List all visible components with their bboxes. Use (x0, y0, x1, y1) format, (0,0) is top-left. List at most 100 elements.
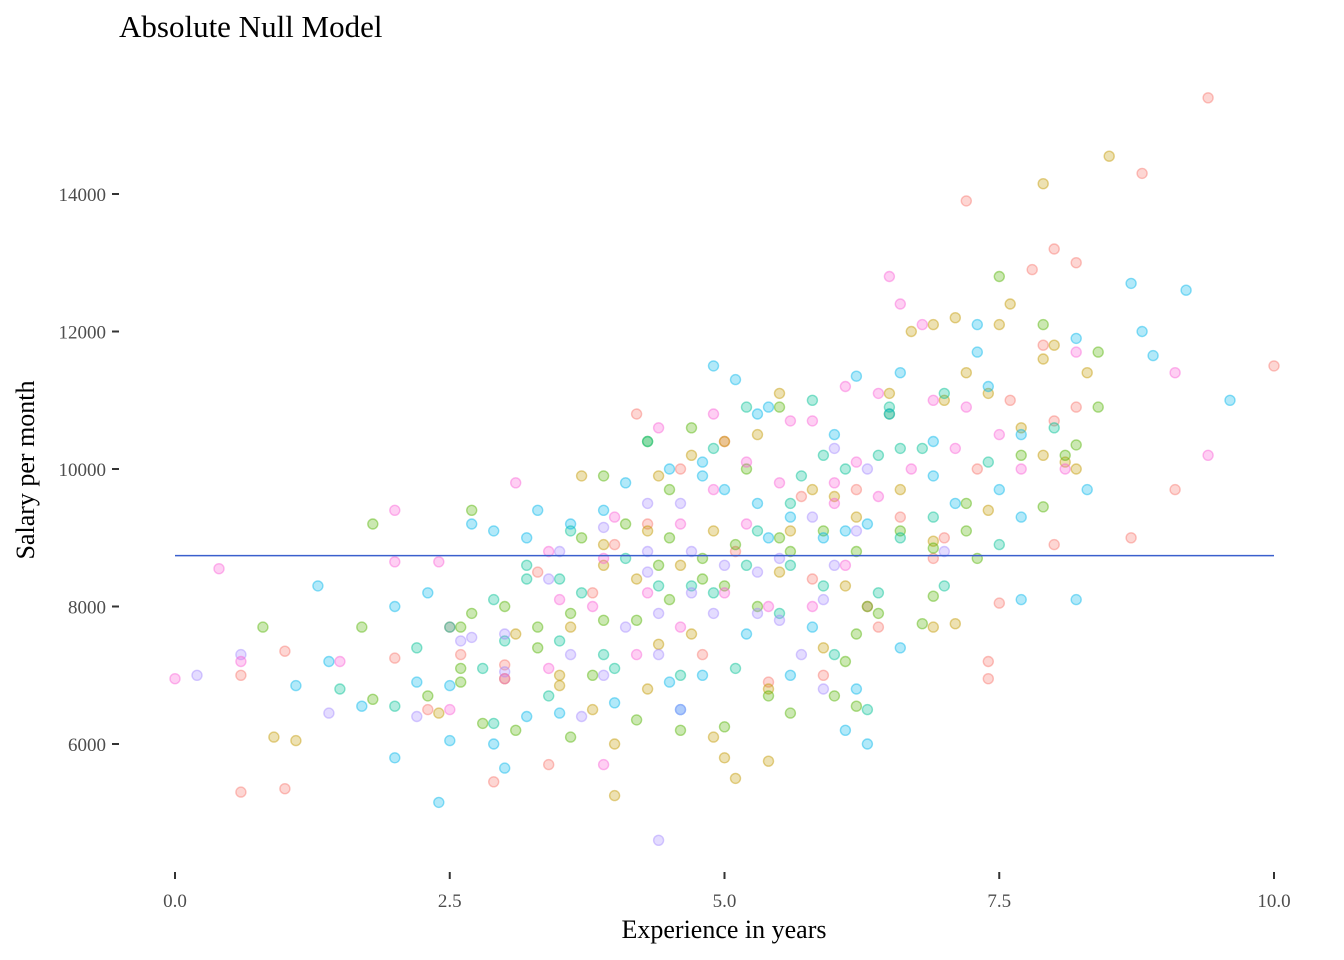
data-point (707, 525, 720, 537)
data-point (499, 666, 511, 678)
data-point (641, 435, 654, 448)
data-point (927, 590, 939, 602)
data-point (553, 593, 566, 606)
data-point (971, 346, 983, 358)
data-point (982, 456, 994, 468)
data-point (663, 593, 676, 606)
data-point (564, 731, 577, 743)
data-point (828, 648, 841, 661)
data-point (510, 477, 522, 489)
data-point (916, 442, 928, 455)
data-point (586, 703, 599, 716)
data-point (1136, 325, 1148, 338)
data-point (411, 710, 423, 723)
data-point (367, 518, 379, 530)
data-point (1015, 449, 1027, 461)
data-point (806, 600, 819, 613)
data-point (872, 490, 885, 503)
data-point (718, 752, 731, 764)
data-point (982, 673, 994, 685)
data-point (938, 394, 950, 406)
data-point (993, 483, 1005, 496)
data-point (773, 477, 786, 489)
data-point (960, 195, 972, 207)
data-point (872, 621, 885, 633)
data-point (564, 607, 577, 620)
data-point (235, 669, 247, 681)
data-point (466, 504, 478, 516)
data-point (762, 755, 775, 767)
data-point (927, 470, 939, 482)
data-point (685, 545, 698, 558)
data-point (455, 621, 467, 633)
data-point (894, 483, 906, 496)
data-point (652, 470, 665, 482)
y-axis-label: Salary per month (11, 380, 40, 559)
data-point (861, 518, 874, 530)
data-point (575, 587, 588, 599)
x-tick-label: 10.0 (1257, 891, 1290, 912)
data-point (652, 559, 665, 571)
data-point (707, 483, 720, 496)
data-point (938, 532, 950, 544)
data-point (762, 401, 775, 413)
data-point (685, 580, 698, 592)
points-layer (169, 92, 1280, 846)
data-point (696, 456, 709, 468)
data-point (861, 463, 874, 475)
data-point (1125, 532, 1137, 544)
data-point (422, 690, 434, 702)
data-point (850, 370, 863, 382)
data-point (597, 470, 610, 482)
data-point (553, 707, 566, 719)
data-point (521, 532, 533, 544)
data-point (707, 587, 720, 599)
data-point (389, 700, 401, 712)
data-point (839, 525, 852, 537)
x-tick-label: 7.5 (987, 891, 1011, 912)
data-point (1059, 463, 1071, 475)
data-point (477, 662, 489, 675)
data-point (795, 648, 808, 661)
data-point (1037, 339, 1049, 351)
data-point (773, 614, 786, 626)
data-point (630, 408, 643, 420)
data-point (488, 717, 500, 730)
data-point (806, 621, 819, 633)
data-point (685, 422, 698, 434)
data-point (586, 600, 599, 613)
data-point (707, 731, 720, 743)
data-point (993, 597, 1005, 609)
data-point (499, 673, 511, 685)
x-axis-label: Experience in years (621, 915, 826, 944)
data-point (1070, 346, 1082, 358)
data-point (466, 631, 478, 644)
data-point (1180, 284, 1192, 296)
data-point (312, 580, 324, 592)
data-point (894, 525, 906, 537)
data-point (663, 532, 676, 544)
data-point (455, 635, 467, 647)
data-point (1092, 346, 1104, 358)
data-point (1070, 463, 1082, 475)
data-point (257, 621, 269, 633)
data-point (597, 758, 610, 771)
data-point (608, 538, 621, 551)
data-point (839, 559, 852, 571)
data-point (674, 497, 687, 510)
data-point (323, 707, 335, 719)
data-point (553, 573, 566, 585)
data-point (630, 714, 643, 726)
data-point (894, 298, 906, 310)
data-point (608, 738, 621, 750)
data-point (784, 511, 797, 523)
data-point (575, 470, 588, 482)
data-point (751, 408, 764, 420)
data-point (455, 662, 467, 675)
data-point (1037, 449, 1049, 461)
data-point (817, 449, 830, 461)
data-point (553, 679, 566, 692)
data-point (850, 483, 863, 496)
data-point (883, 401, 896, 413)
data-point (751, 525, 764, 537)
